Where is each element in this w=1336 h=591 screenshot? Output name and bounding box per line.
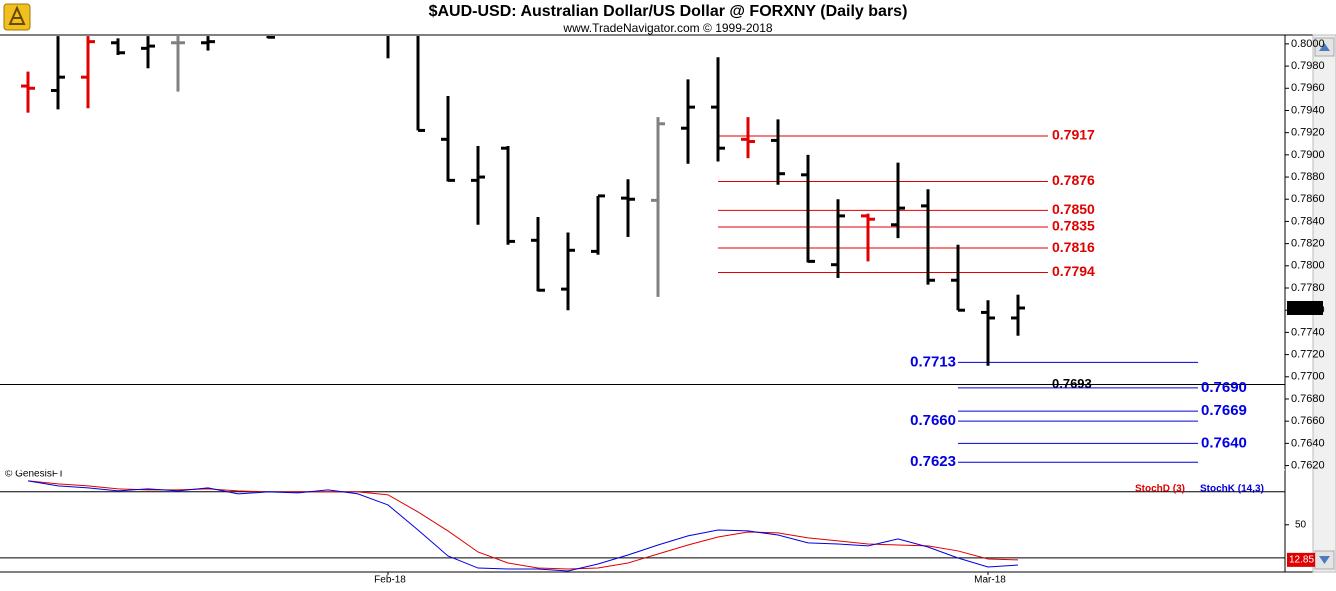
last-stoch-label: 12.85	[1289, 555, 1314, 566]
y-tick-label: 0.7800	[1291, 260, 1325, 272]
level-label: 0.7794	[1052, 263, 1095, 279]
last-price-label: 0.7762	[1289, 302, 1323, 314]
legend-label: StochD (3)	[1135, 484, 1185, 495]
level-label: 0.7690	[1201, 379, 1247, 396]
y-tick-label: 0.7860	[1291, 193, 1325, 205]
y-tick-label: 0.7680	[1291, 393, 1325, 405]
stoch-line	[27, 480, 1019, 572]
level-label: 0.7693	[1052, 376, 1092, 391]
y-tick-label: 0.7840	[1291, 215, 1325, 227]
x-tick-label: Mar-18	[974, 575, 1006, 586]
last-price-box	[1287, 300, 1323, 315]
last-stoch-box	[1287, 552, 1315, 567]
chart-title: $AUD-USD: Australian Dollar/US Dollar @ …	[429, 3, 908, 20]
y-tick-label: 0.7960	[1291, 82, 1325, 94]
y-tick-label: 50	[1295, 519, 1307, 530]
level-label: 0.7876	[1052, 172, 1095, 188]
y-tick-label: 0.7900	[1291, 149, 1325, 161]
x-tick-label: Feb-18	[374, 575, 406, 586]
y-tick-label: 0.7920	[1291, 127, 1325, 139]
y-tick-label: 0.8000	[1291, 38, 1325, 50]
level-label: 0.7850	[1052, 201, 1095, 217]
level-label: 0.7816	[1052, 239, 1095, 255]
stochastic-panel	[0, 480, 1285, 572]
y-tick-label: 0.7740	[1291, 326, 1325, 338]
y-tick-label: 0.7940	[1291, 104, 1325, 116]
y-tick-label: 0.7880	[1291, 171, 1325, 183]
y-tick-label: 0.7660	[1291, 415, 1325, 427]
y-tick-label: 0.7980	[1291, 60, 1325, 72]
scrollbar[interactable]	[1312, 34, 1336, 573]
credit: © GenesisFT	[5, 469, 64, 480]
y-tick-label: 0.7640	[1291, 437, 1325, 449]
y-tick-label: 0.7780	[1291, 282, 1325, 294]
y-tick-label: 0.7700	[1291, 371, 1325, 383]
level-label: 0.7835	[1052, 218, 1095, 234]
chart-subtitle: www.TradeNavigator.com © 1999-2018	[562, 21, 772, 35]
y-tick-label: 0.7820	[1291, 238, 1325, 250]
level-label: 0.7917	[1052, 127, 1095, 143]
level-label: 0.7660	[910, 412, 956, 429]
y-tick-label: 0.7720	[1291, 348, 1325, 360]
legend-label: StochK (14,3)	[1200, 484, 1264, 495]
y-tick-label: 0.7620	[1291, 459, 1325, 471]
level-label: 0.7623	[910, 453, 956, 470]
level-label: 0.7713	[910, 353, 956, 370]
level-label: 0.7640	[1201, 434, 1247, 451]
level-label: 0.7669	[1201, 402, 1247, 419]
logo	[3, 3, 31, 31]
